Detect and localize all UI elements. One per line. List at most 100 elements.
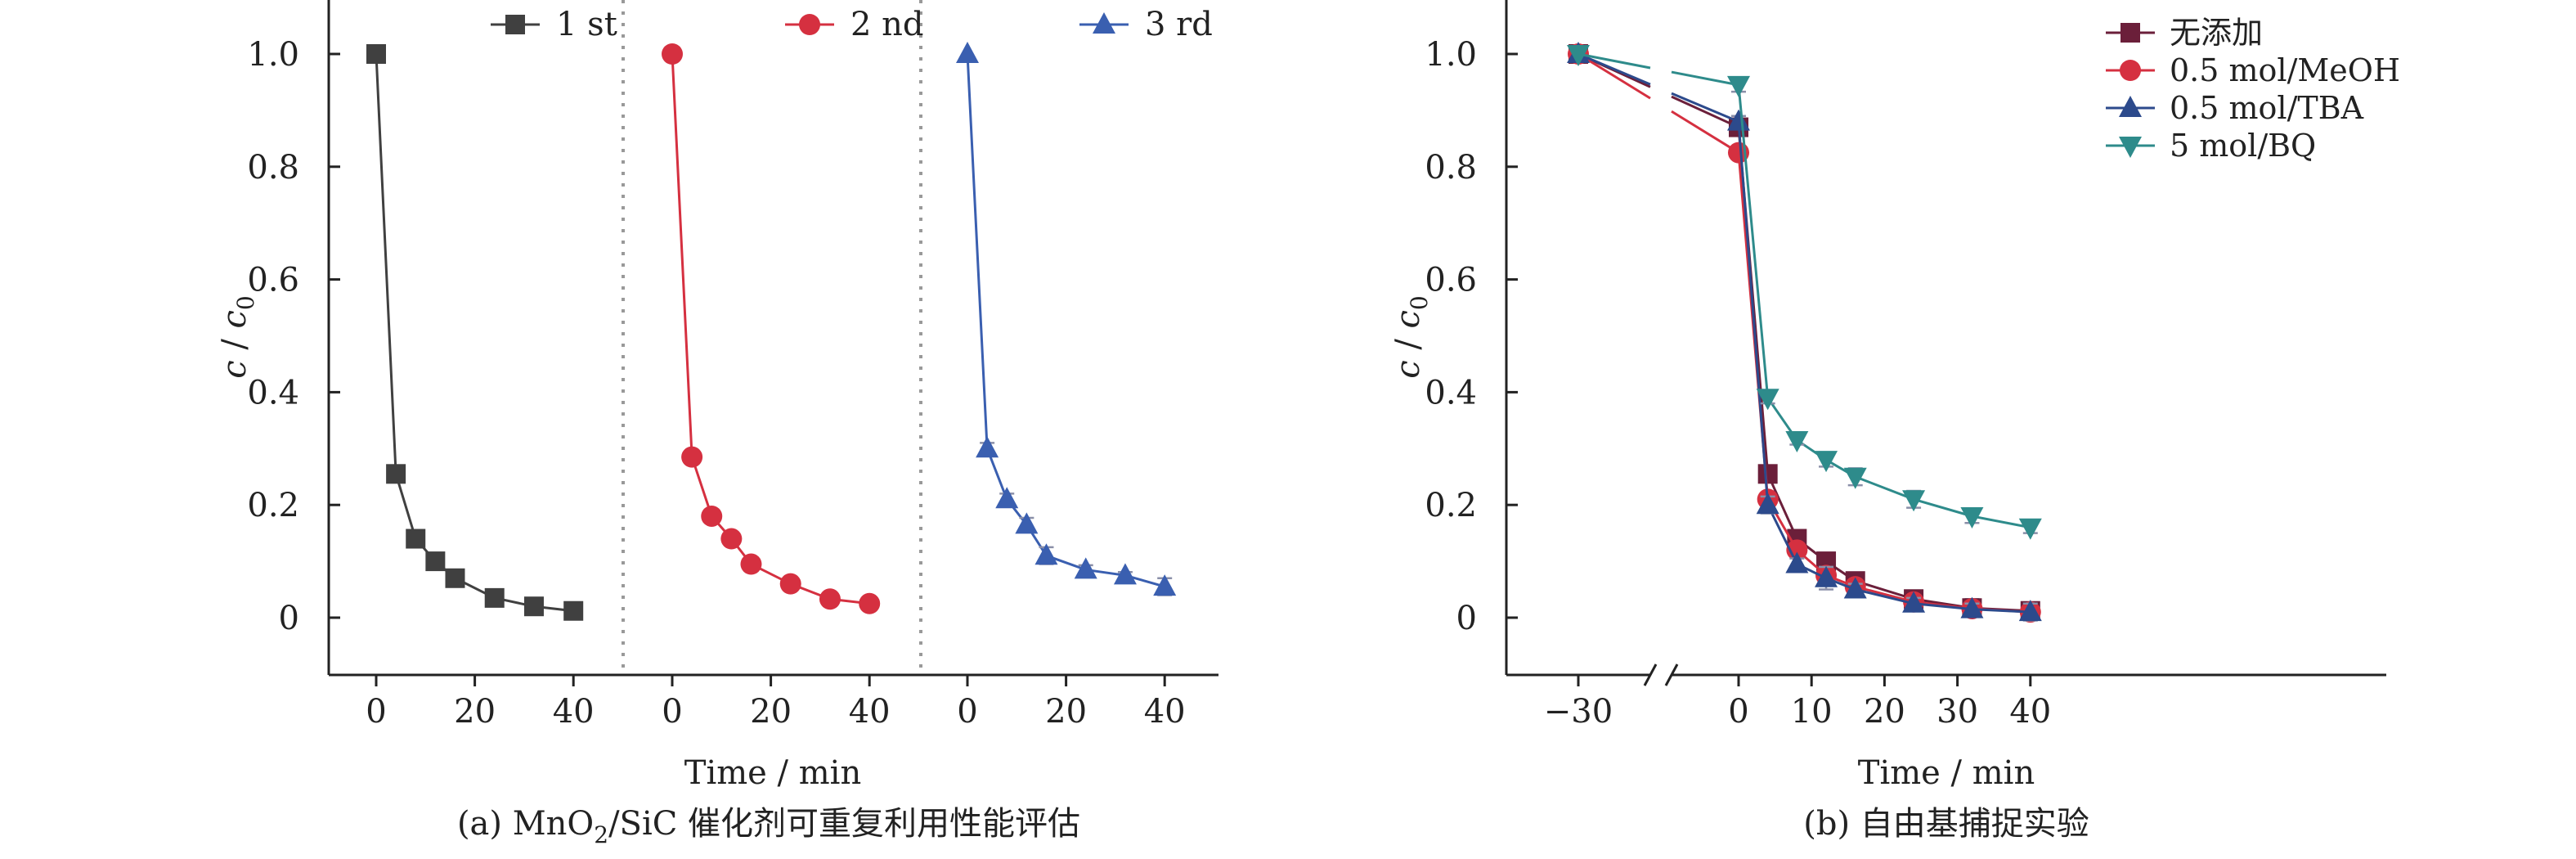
- panel-a-y-tick-label: 0.8: [247, 149, 299, 187]
- panel-a-series-3-point: [995, 487, 1019, 509]
- panel-b-series-4-point: [1785, 430, 1809, 452]
- panel-b-series-4-point: [1567, 45, 1590, 66]
- panel-b-legend-label: 0.5 mol/MeOH: [2170, 52, 2400, 88]
- panel-b-series-3: [1567, 42, 2042, 622]
- panel-a-caption: (a) MnO2/SiC 催化剂可重复利用性能评估: [457, 805, 1080, 848]
- panel-b-legend-marker: [2119, 137, 2142, 158]
- panel-b-caption: (b) 自由基捕捉实验: [1803, 805, 2089, 843]
- panel-a-y-tick-label: 1.0: [247, 36, 299, 74]
- panel-b-series-3-point: [1756, 492, 1779, 515]
- panel-a-series-3-point: [1015, 512, 1039, 534]
- panel-a-series-3-point: [1113, 563, 1137, 585]
- panel-b-series: [1567, 42, 2042, 623]
- panel-a-y-ticks: 0 0.2 0.4 0.6 0.8 1.0: [247, 36, 340, 637]
- panel-a-y-tick-label: 0: [279, 600, 299, 637]
- panel-b-legend-label: 0.5 mol/TBA: [2170, 90, 2364, 126]
- panel-a-y-tick-label: 0.4: [247, 374, 299, 412]
- panel-b-y-tick-label: 0: [1456, 600, 1477, 637]
- panel-a-x-tick-label: 20: [1045, 693, 1087, 731]
- panel-a-y-axis-label: c / c0: [216, 295, 259, 379]
- panel-a-series-3-point: [1074, 557, 1097, 579]
- panel-b-series-4-line-post-break: [1671, 70, 1739, 87]
- panel-a-series-2-point: [701, 505, 723, 527]
- panel-a-series-2: [662, 43, 881, 614]
- panel-b-series-4-line-pre-break: [1577, 52, 1651, 70]
- panel-a-series-2-point: [662, 43, 683, 65]
- panel-b-series-4-point: [1756, 389, 1779, 411]
- panel-b-x-axis-label: Time / min: [1858, 754, 2035, 792]
- panel-a-series-1-point: [523, 596, 544, 617]
- panel-b-x-tick-label: −30: [1544, 693, 1613, 731]
- panel-a-series-2-line: [671, 53, 870, 605]
- panel-a-x-tick-label: 40: [1144, 693, 1186, 731]
- panel-a-x-tick-label: 0: [662, 693, 682, 731]
- panel-b-x-tick-label: 30: [1936, 693, 1978, 731]
- panel-b-x-tick-label: 20: [1864, 693, 1905, 731]
- panel-b-y-axis-label: c / c0: [1389, 295, 1433, 379]
- panel-a-series-3-point: [1153, 574, 1177, 596]
- panel-b-y-tick-label: 1.0: [1425, 36, 1477, 74]
- panel-b-series-4-point: [1843, 467, 1867, 489]
- panel-a-x-tick-label: 20: [454, 693, 496, 731]
- panel-b-legend-marker: [2119, 96, 2142, 117]
- panel-b-y-ticks: 0 0.2 0.4 0.6 0.8 1.0: [1425, 36, 1518, 637]
- panel-a-series-2-point: [859, 592, 881, 614]
- panel-b-series-3-line: [1737, 121, 2031, 614]
- panel-a-series-1-point: [366, 44, 386, 64]
- panel-b-x-tick-label: 10: [1791, 693, 1833, 731]
- panel-a-x-tick-label: 40: [849, 693, 891, 731]
- panel-a-x-tick-label: 20: [750, 693, 792, 731]
- panel-b-legend-label: 无添加: [2170, 15, 2263, 51]
- panel-b-legend-label: 5 mol/BQ: [2170, 128, 2316, 164]
- panel-a-y-tick-label: 0.6: [247, 262, 299, 299]
- panel-a-x-ticks: 0 20 40 0 20 40 0 20 40: [366, 675, 1186, 731]
- panel-b-axis-break-mark-1: [1643, 663, 1658, 686]
- panel-a-series-2-point: [681, 446, 703, 468]
- panel-b-series-1-line-post-break: [1671, 95, 1739, 128]
- panel-a-series-1-point: [563, 600, 584, 621]
- panel-a-series-3-point: [1034, 543, 1058, 565]
- panel-b-series-4-point: [1727, 75, 1750, 97]
- panel-b-x-tick-label: 40: [2009, 693, 2051, 731]
- panel-b-series-2-line-pre-break: [1577, 52, 1651, 100]
- panel-a-legend-label: 2 nd: [850, 6, 924, 43]
- panel-b-series-3-point: [1902, 591, 1926, 613]
- panel-b-legend-marker: [2120, 60, 2141, 81]
- panel-b-x-ticks: −30 0 10 20 30 40: [1544, 675, 2051, 731]
- panel-a-series-1-point: [386, 464, 406, 484]
- panel-a-x-tick-label: 0: [366, 693, 386, 731]
- panel-a-legend-marker: [1093, 12, 1115, 34]
- panel-b-series-4: [1567, 45, 2042, 540]
- panel-a-x-axis-label: Time / min: [684, 754, 861, 792]
- panel-b-series-2-line-post-break: [1671, 110, 1739, 154]
- panel-b-series-3-point: [1727, 109, 1750, 131]
- panel-b-series-3-point: [1960, 596, 1984, 618]
- panel-b-axis-break-mark-2: [1664, 663, 1679, 686]
- panel-a-series: [366, 42, 1177, 621]
- panel-b-legend-marker: [2120, 23, 2140, 43]
- panel-a-series-1-point: [425, 551, 446, 572]
- panel-b-y-tick-label: 0.2: [1425, 487, 1477, 524]
- panel-b-series-4-line: [1737, 84, 2031, 529]
- panel-a-legend-label: 3 rd: [1145, 6, 1213, 43]
- panel-b-series-3-line-pre-break: [1577, 52, 1651, 86]
- panel-b-series-3-point: [1843, 577, 1867, 599]
- panel-b-series-1-line: [1737, 127, 2031, 613]
- panel-b-y-tick-label: 0.8: [1425, 149, 1477, 187]
- panel-a-legend-marker: [505, 15, 525, 34]
- panel-a-series-3-point: [956, 42, 979, 63]
- panel-b-series-4-point: [1815, 451, 1838, 473]
- panel-b-y-tick-label: 0.6: [1425, 262, 1477, 299]
- panel-b-series-1: [1568, 44, 2040, 621]
- panel-a-y-tick-label: 0.2: [247, 487, 299, 524]
- panel-a-x-tick-label: 0: [957, 693, 977, 731]
- panel-a-series-1-point: [484, 587, 505, 608]
- panel-a-series-2-point: [779, 573, 801, 595]
- panel-a-series-1-line: [375, 53, 574, 613]
- panel-a-series-1: [366, 44, 584, 621]
- panel-a-series-2-point: [720, 528, 743, 550]
- panel-b-series-3-point: [2018, 600, 2042, 622]
